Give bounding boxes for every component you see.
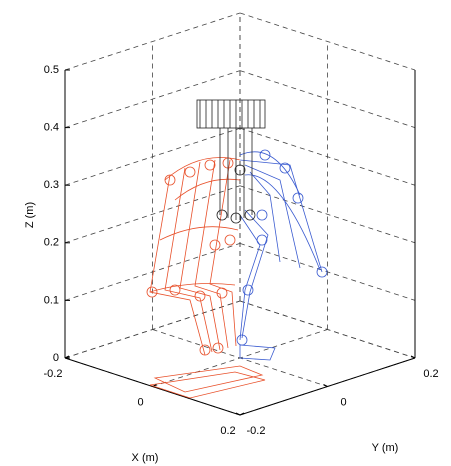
axes: 0 0.1 0.2 0.3 0.4 0.5 -0.2 0 0.2 -0.2 0 0.2 X (m) Y (…	[24, 12, 439, 464]
x-tick-label: 0	[137, 396, 143, 408]
z-tick-label: 0.3	[44, 179, 59, 191]
tick-mark	[410, 355, 416, 359]
y-tick-label: 0	[340, 396, 346, 408]
robot-frames	[146, 99, 328, 399]
tick-mark	[239, 412, 245, 416]
y-tick-label: -0.2	[247, 425, 266, 437]
z-tick-label: 0.2	[44, 237, 59, 249]
grid-line	[64, 70, 241, 128]
tick-mark	[323, 384, 328, 387]
grid-line	[64, 300, 241, 359]
grid-line	[239, 12, 416, 71]
grid-line	[64, 12, 241, 71]
z-tick-label: 0	[53, 352, 59, 364]
z-tick-label: 0.1	[44, 294, 59, 306]
x-tick-label: -0.2	[44, 368, 63, 380]
x-axis-label: X (m)	[132, 452, 159, 464]
x-tick-label: 0.2	[220, 425, 235, 437]
z-tick-label: 0.5	[44, 64, 59, 76]
right-leg	[236, 149, 328, 361]
tick-mark	[235, 412, 241, 416]
z-tick-label: 0.4	[44, 122, 59, 134]
left-leg	[146, 157, 266, 399]
y-tick-label: 0.2	[423, 368, 438, 380]
grid-line	[64, 185, 241, 244]
z-axis-label: Z (m)	[24, 202, 36, 228]
grid-line	[239, 70, 416, 128]
y-axis-label: Y (m)	[372, 442, 399, 454]
grid-line	[239, 185, 416, 244]
tick-mark	[64, 355, 70, 359]
torso	[196, 99, 266, 224]
